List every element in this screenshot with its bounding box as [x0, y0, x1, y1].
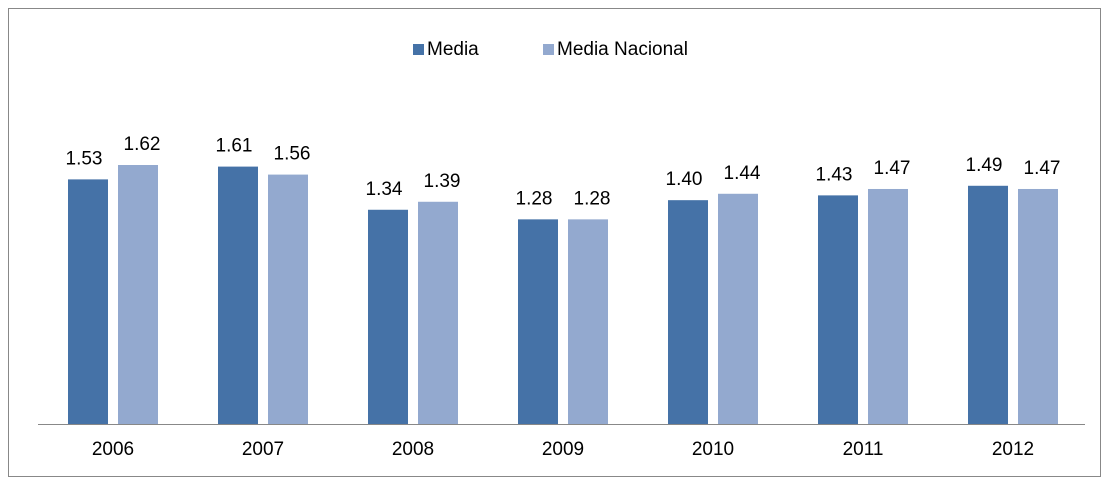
bar — [968, 185, 1008, 424]
data-label: 1.28 — [574, 188, 611, 209]
bar — [268, 174, 308, 424]
data-label: 1.44 — [724, 163, 761, 184]
data-label: 1.61 — [216, 136, 253, 157]
x-tick-label: 2007 — [242, 439, 284, 460]
x-tick-label: 2011 — [843, 439, 884, 460]
bar — [518, 219, 558, 424]
bar — [218, 166, 258, 425]
data-label: 1.56 — [274, 144, 311, 165]
bar — [868, 188, 908, 424]
data-label: 1.49 — [966, 155, 1003, 176]
bar — [568, 219, 608, 424]
data-label: 1.47 — [874, 158, 911, 179]
data-label: 1.39 — [424, 171, 461, 192]
data-label: 1.47 — [1024, 158, 1061, 179]
x-tick-label: 2010 — [692, 439, 734, 460]
bar — [1018, 188, 1058, 424]
data-label: 1.43 — [816, 164, 853, 185]
x-tick-label: 2008 — [392, 439, 434, 460]
legend-swatch — [413, 44, 424, 55]
legend-swatch — [543, 44, 554, 55]
legend-label: Media Nacional — [557, 39, 688, 60]
bar — [68, 179, 108, 424]
bar — [368, 209, 408, 424]
bar — [118, 165, 158, 424]
data-label: 1.40 — [666, 169, 703, 190]
bar — [718, 193, 758, 424]
legend-label: Media — [427, 39, 479, 60]
bar — [668, 200, 708, 424]
data-label: 1.28 — [516, 188, 553, 209]
x-tick-label: 2012 — [992, 439, 1034, 460]
x-tick-label: 2006 — [92, 439, 134, 460]
bar — [418, 201, 458, 424]
bar — [818, 195, 858, 424]
x-tick-label: 2009 — [542, 439, 584, 460]
data-label: 1.62 — [124, 134, 161, 155]
data-label: 1.53 — [66, 148, 103, 169]
data-label: 1.34 — [366, 179, 403, 200]
